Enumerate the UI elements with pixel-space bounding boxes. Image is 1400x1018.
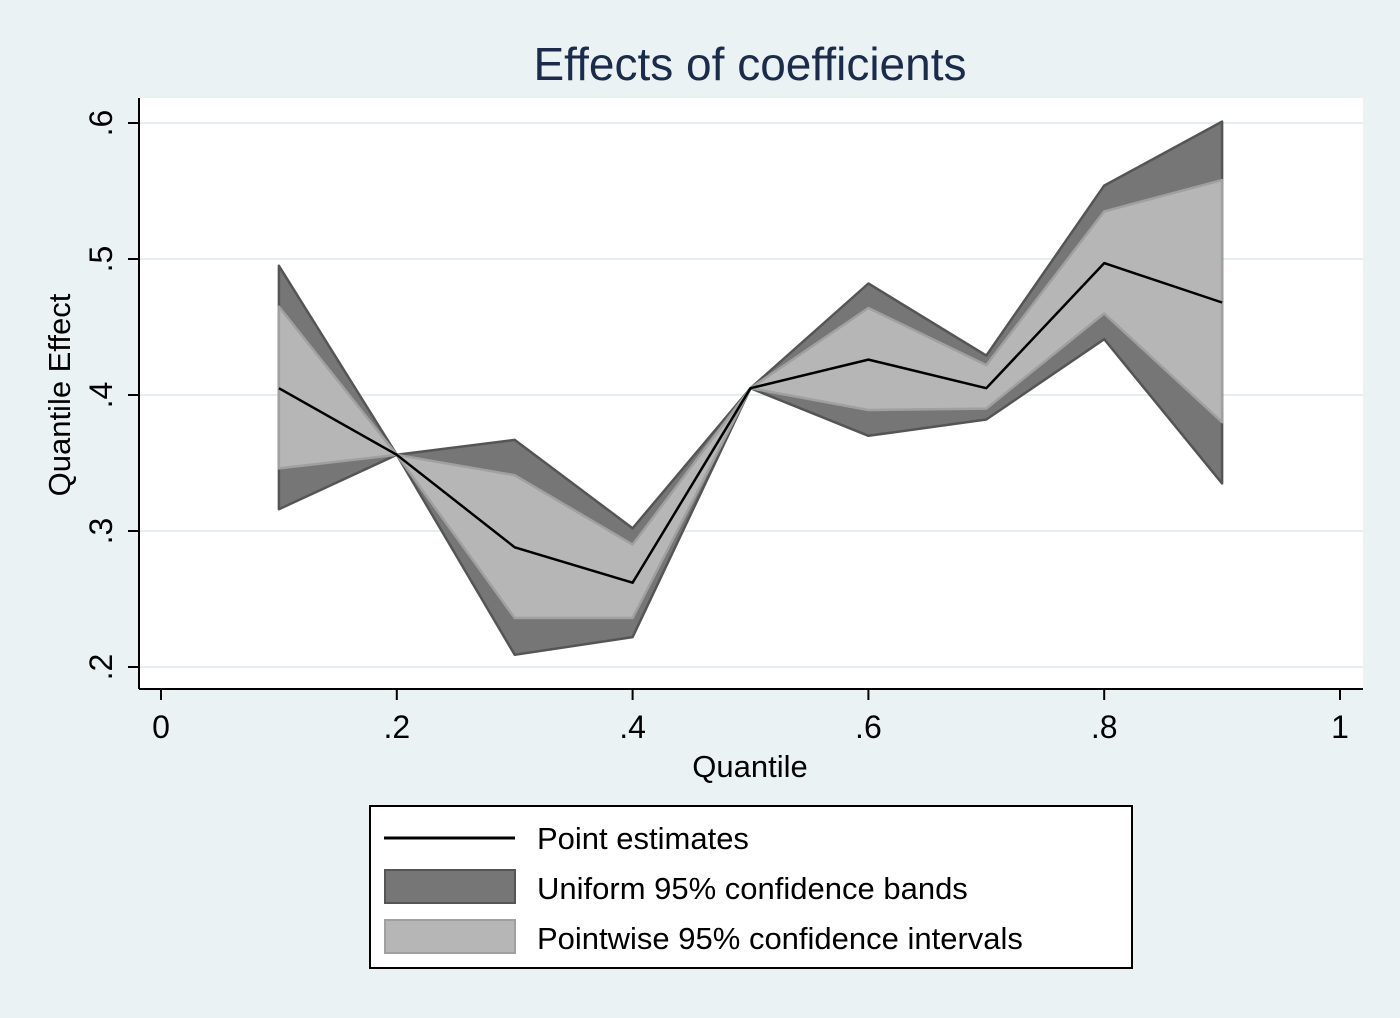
legend-label-pointwise-intervals: Pointwise 95% confidence intervals (537, 921, 1023, 956)
y-axis-title: Quantile Effect (42, 293, 77, 496)
x-tick-label-3: .6 (855, 709, 882, 745)
y-axis-ticks: .2 .3 .4 .5 .6 (83, 110, 139, 681)
x-tick-label-1: .2 (383, 709, 410, 745)
legend-swatch-uniform-bands (384, 869, 516, 904)
y-tick-label-2: .4 (83, 382, 119, 409)
y-tick-label-3: .5 (83, 246, 119, 273)
x-tick-label-2: .4 (619, 709, 646, 745)
legend-swatch-pointwise-intervals (384, 919, 516, 954)
y-tick-label-1: .3 (83, 518, 119, 545)
x-tick-label-5: 1 (1331, 709, 1349, 745)
point-estimate-line-group (278, 261, 1223, 584)
x-tick-label-4: .8 (1091, 709, 1118, 745)
y-tick-label-0: .2 (83, 654, 119, 681)
x-axis-ticks: 0 .2 .4 .6 .8 1 (152, 689, 1349, 745)
point-estimates-line (278, 261, 1223, 584)
x-tick-label-0: 0 (152, 709, 170, 745)
legend: Point estimates Uniform 95% confidence b… (369, 805, 1133, 969)
legend-label-uniform-bands: Uniform 95% confidence bands (537, 871, 968, 906)
x-axis-title: Quantile (692, 749, 807, 784)
chart-title: Effects of coefficients (534, 38, 967, 90)
y-tick-label-4: .6 (83, 110, 119, 137)
legend-label-point-estimates: Point estimates (537, 821, 749, 856)
pointwise-confidence-interval (277, 178, 1224, 620)
